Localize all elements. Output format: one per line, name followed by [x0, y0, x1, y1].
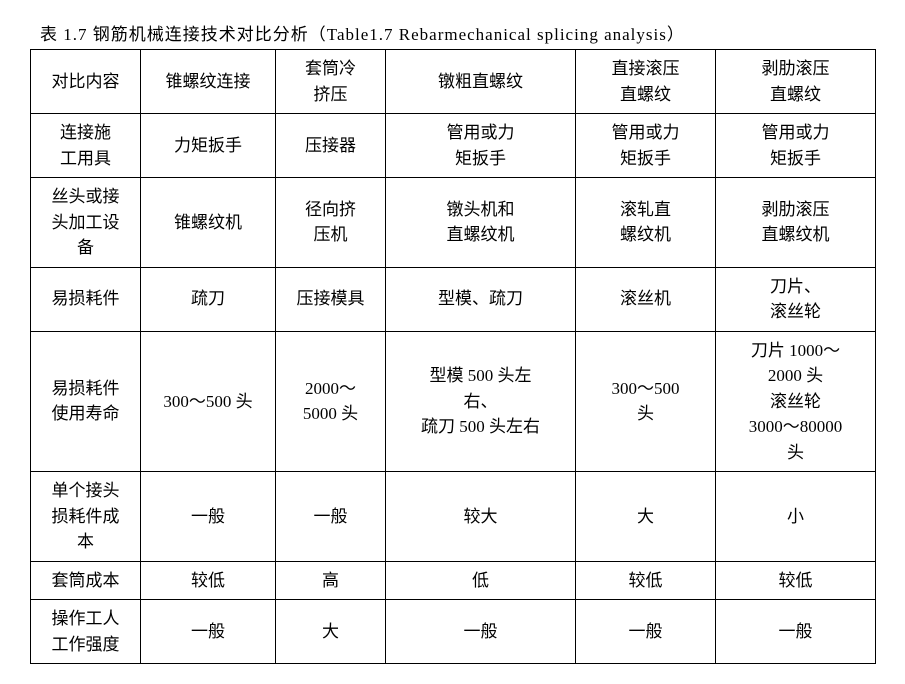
- cell: 刀片、滚丝轮: [716, 267, 876, 331]
- cell: 低: [386, 561, 576, 600]
- cell: 300～500头: [576, 331, 716, 472]
- cell: 较低: [576, 561, 716, 600]
- cell: 一般: [386, 600, 576, 664]
- cell: 较低: [141, 561, 276, 600]
- row-label: 易损耗件: [31, 267, 141, 331]
- cell: 一般: [716, 600, 876, 664]
- cell: 滚轧直螺纹机: [576, 178, 716, 268]
- col-header: 直接滚压直螺纹: [576, 50, 716, 114]
- cell: 力矩扳手: [141, 114, 276, 178]
- cell: 小: [716, 472, 876, 562]
- cell: 镦头机和直螺纹机: [386, 178, 576, 268]
- row-label: 套筒成本: [31, 561, 141, 600]
- row-label: 丝头或接头加工设备: [31, 178, 141, 268]
- row-label: 易损耗件使用寿命: [31, 331, 141, 472]
- col-header: 套筒冷挤压: [276, 50, 386, 114]
- cell: 较大: [386, 472, 576, 562]
- cell: 高: [276, 561, 386, 600]
- cell: 一般: [576, 600, 716, 664]
- table-header-row: 对比内容 锥螺纹连接 套筒冷挤压 镦粗直螺纹 直接滚压直螺纹 剥肋滚压直螺纹: [31, 50, 876, 114]
- cell: 滚丝机: [576, 267, 716, 331]
- cell: 疏刀: [141, 267, 276, 331]
- cell: 较低: [716, 561, 876, 600]
- cell: 大: [276, 600, 386, 664]
- table-row: 套筒成本 较低 高 低 较低 较低: [31, 561, 876, 600]
- table-row: 丝头或接头加工设备 锥螺纹机 径向挤压机 镦头机和直螺纹机 滚轧直螺纹机 剥肋滚…: [31, 178, 876, 268]
- table-row: 操作工人工作强度 一般 大 一般 一般 一般: [31, 600, 876, 664]
- table-row: 易损耗件 疏刀 压接模具 型模、疏刀 滚丝机 刀片、滚丝轮: [31, 267, 876, 331]
- cell: 一般: [276, 472, 386, 562]
- cell: 一般: [141, 472, 276, 562]
- table-row: 单个接头损耗件成本 一般 一般 较大 大 小: [31, 472, 876, 562]
- cell: 型模、疏刀: [386, 267, 576, 331]
- cell: 管用或力矩扳手: [716, 114, 876, 178]
- col-header: 镦粗直螺纹: [386, 50, 576, 114]
- cell: 2000～5000 头: [276, 331, 386, 472]
- cell: 径向挤压机: [276, 178, 386, 268]
- cell: 大: [576, 472, 716, 562]
- row-label: 操作工人工作强度: [31, 600, 141, 664]
- col-header: 对比内容: [31, 50, 141, 114]
- table-body: 连接施工用具 力矩扳手 压接器 管用或力矩扳手 管用或力矩扳手 管用或力矩扳手 …: [31, 114, 876, 664]
- cell: 管用或力矩扳手: [576, 114, 716, 178]
- comparison-table: 对比内容 锥螺纹连接 套筒冷挤压 镦粗直螺纹 直接滚压直螺纹 剥肋滚压直螺纹 连…: [30, 49, 876, 664]
- cell: 压接模具: [276, 267, 386, 331]
- table-row: 连接施工用具 力矩扳手 压接器 管用或力矩扳手 管用或力矩扳手 管用或力矩扳手: [31, 114, 876, 178]
- col-header: 锥螺纹连接: [141, 50, 276, 114]
- col-header: 剥肋滚压直螺纹: [716, 50, 876, 114]
- cell: 刀片 1000～2000 头滚丝轮3000～80000头: [716, 331, 876, 472]
- row-label: 连接施工用具: [31, 114, 141, 178]
- cell: 一般: [141, 600, 276, 664]
- table-caption: 表 1.7 钢筋机械连接技术对比分析（Table1.7 Rebarmechani…: [40, 20, 875, 45]
- cell: 型模 500 头左右、疏刀 500 头左右: [386, 331, 576, 472]
- cell: 管用或力矩扳手: [386, 114, 576, 178]
- cell: 300～500 头: [141, 331, 276, 472]
- cell: 压接器: [276, 114, 386, 178]
- row-label: 单个接头损耗件成本: [31, 472, 141, 562]
- cell: 锥螺纹机: [141, 178, 276, 268]
- table-row: 易损耗件使用寿命 300～500 头 2000～5000 头 型模 500 头左…: [31, 331, 876, 472]
- cell: 剥肋滚压直螺纹机: [716, 178, 876, 268]
